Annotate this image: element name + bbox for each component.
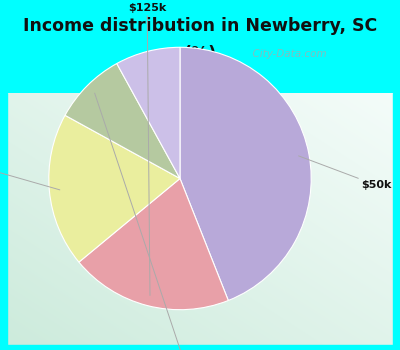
Wedge shape <box>79 178 228 310</box>
Text: $40k: $40k <box>0 160 60 190</box>
Text: $125k: $125k <box>128 3 166 295</box>
Text: (%): (%) <box>184 44 216 63</box>
Text: Other residents: Other residents <box>143 70 257 85</box>
Wedge shape <box>49 115 180 262</box>
Text: City-Data.com: City-Data.com <box>246 49 326 59</box>
Text: $50k: $50k <box>298 156 392 190</box>
Wedge shape <box>65 64 180 178</box>
Wedge shape <box>180 47 311 301</box>
Text: Income distribution in Newberry, SC: Income distribution in Newberry, SC <box>23 17 377 35</box>
Bar <box>0 93 7 350</box>
Bar <box>0 345 400 350</box>
Wedge shape <box>117 47 180 178</box>
Bar <box>393 93 400 350</box>
Text: $10k: $10k <box>95 93 202 350</box>
